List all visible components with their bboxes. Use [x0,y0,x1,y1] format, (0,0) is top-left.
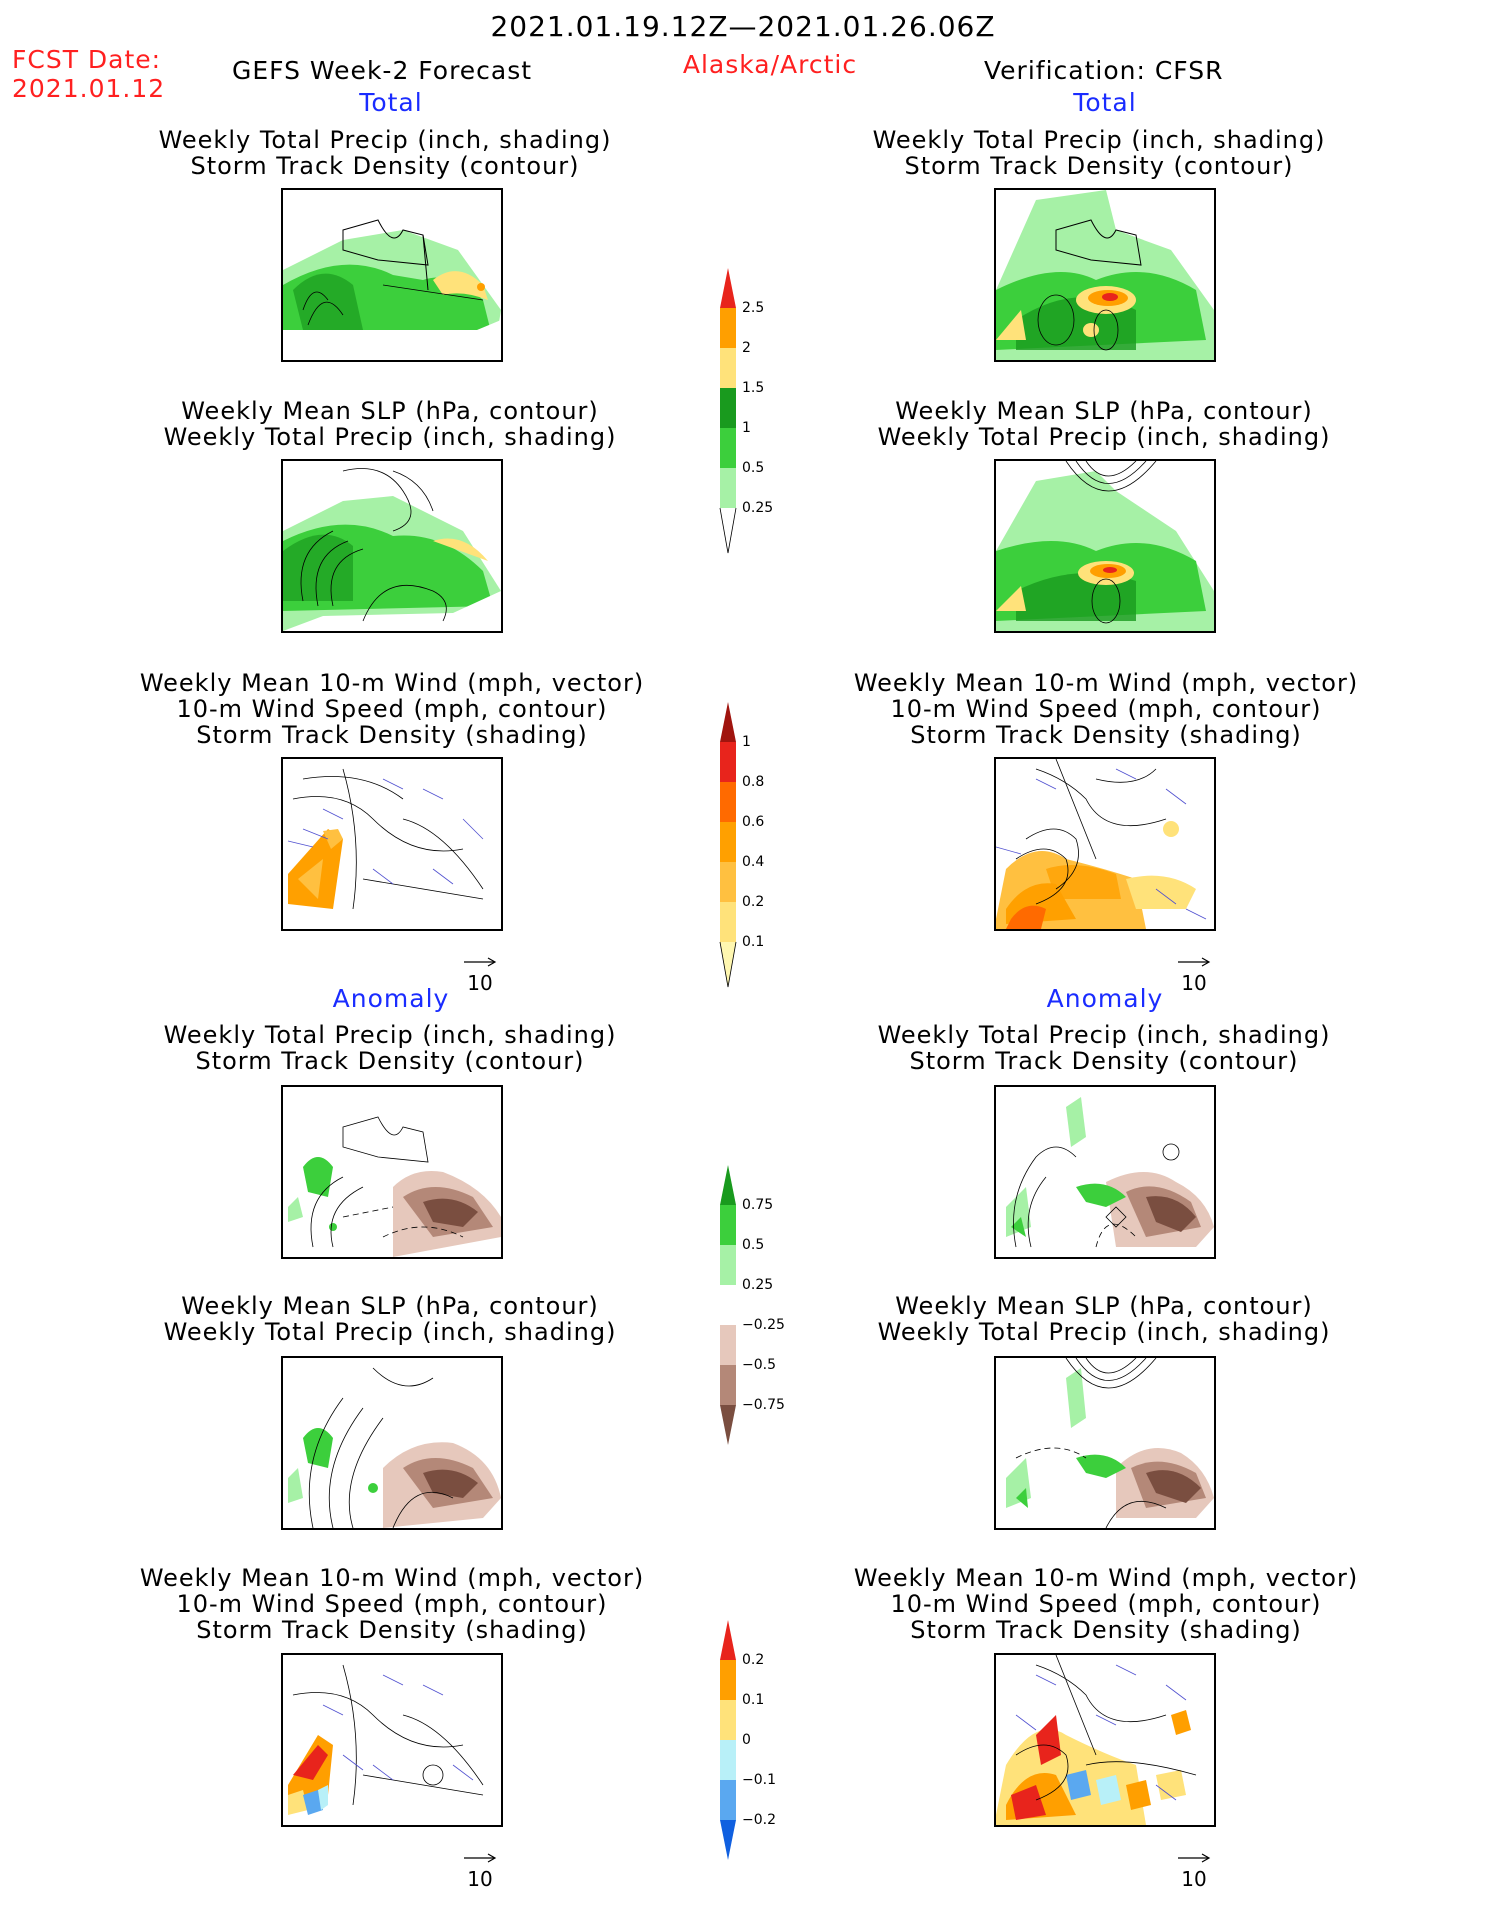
colorbar-label: 1 [742,734,751,750]
period-title: 2021.01.19.12Z—2021.01.26.06Z [490,10,996,43]
anomaly-label-left: Anomaly [332,984,450,1013]
left-product-title: GEFS Week-2 Forecast [232,56,533,85]
colorbar-label: 0.8 [742,774,765,790]
map-total-wind-verification [994,757,1216,931]
colorbar-anom-precip-swatches [720,1165,736,1445]
colorbar-label: −0.25 [742,1317,785,1333]
map-anom-precip-verification [994,1085,1216,1259]
vector-scale-label: 10 [467,971,493,995]
map-anom-precip-forecast [281,1085,503,1259]
colorbar-total-precip: 2.5 2 1.5 1 0.5 0.25 [718,268,778,558]
total-label-left: Total [359,88,423,117]
colorbar-total-precip-swatches [719,268,737,554]
title-total-wind-right: Weekly Mean 10-m Wind (mph, vector) 10-m … [853,669,1359,749]
map-anom-wind-verification [994,1653,1216,1827]
title-anom-slp-left: Weekly Mean SLP (hPa, contour) Weekly Tot… [163,1292,617,1346]
colorbar-label: −0.75 [742,1397,785,1413]
vector-scale-total-right: 10 [1176,952,1212,995]
vector-scale-label: 10 [1181,1867,1207,1891]
title-anom-slp-right: Weekly Mean SLP (hPa, contour) Weekly Tot… [877,1292,1331,1346]
title-total-precip-left: Weekly Total Precip (inch, shading) Storm… [158,126,612,180]
map-anom-wind-forecast [281,1653,503,1827]
title-anom-precip-left: Weekly Total Precip (inch, shading) Storm… [163,1021,617,1075]
colorbar-label: 0 [742,1732,751,1748]
colorbar-anom-track-swatches [720,1620,736,1860]
vector-scale-label: 10 [1181,971,1207,995]
title-total-slp-left: Weekly Mean SLP (hPa, contour) Weekly Tot… [163,397,617,451]
colorbar-label: 0.1 [742,1692,765,1708]
vector-scale-anom-left: 10 [462,1848,498,1891]
map-total-wind-forecast [281,757,503,931]
colorbar-label: 1 [742,420,751,436]
colorbar-label: 0.2 [742,894,765,910]
colorbar-total-track: 1 0.8 0.6 0.4 0.2 0.1 [718,702,778,992]
vector-scale-total-left: 10 [462,952,498,995]
vector-scale-label: 10 [467,1867,493,1891]
map-total-precip-verification [994,188,1216,362]
colorbar-label: −0.5 [742,1357,776,1373]
colorbar-label: 1.5 [742,380,765,396]
colorbar-label: 0.2 [742,1652,765,1668]
vector-scale-anom-right: 10 [1176,1848,1212,1891]
colorbar-label: 0.1 [742,934,765,950]
title-anom-wind-left: Weekly Mean 10-m Wind (mph, vector) 10-m … [139,1564,645,1644]
fcst-date-label: FCST Date: [12,45,162,74]
colorbar-label: 0.6 [742,814,765,830]
colorbar-label: 0.4 [742,854,765,870]
colorbar-label: 0.75 [742,1197,774,1213]
total-label-right: Total [1073,88,1137,117]
region-title: Alaska/Arctic [682,50,858,79]
colorbar-anom-precip: 0.75 0.5 0.25 −0.25 −0.5 −0.75 [718,1165,785,1455]
title-total-wind-left: Weekly Mean 10-m Wind (mph, vector) 10-m … [139,669,645,749]
map-anom-slp-verification [994,1356,1216,1530]
map-total-precip-forecast [281,188,503,362]
title-total-precip-right: Weekly Total Precip (inch, shading) Storm… [872,126,1326,180]
title-anom-wind-right: Weekly Mean 10-m Wind (mph, vector) 10-m … [853,1564,1359,1644]
map-total-slp-forecast [281,459,503,633]
right-product-title: Verification: CFSR [984,56,1224,85]
fcst-date-value: 2021.01.12 [12,74,166,103]
colorbar-label: −0.1 [742,1772,776,1788]
colorbar-label: 2 [742,340,751,356]
anomaly-label-right: Anomaly [1046,984,1164,1013]
colorbar-label: 0.5 [742,1237,765,1253]
colorbar-label: 0.25 [742,1277,774,1293]
colorbar-anom-track: 0.2 0.1 0 −0.1 −0.2 [718,1620,778,1870]
colorbar-label: 2.5 [742,300,765,316]
colorbar-label: 0.25 [742,500,774,516]
colorbar-label: 0.5 [742,460,765,476]
colorbar-total-track-swatches [719,702,737,988]
colorbar-label: −0.2 [742,1812,776,1828]
map-total-slp-verification [994,459,1216,633]
title-anom-precip-right: Weekly Total Precip (inch, shading) Storm… [877,1021,1331,1075]
map-anom-slp-forecast [281,1356,503,1530]
title-total-slp-right: Weekly Mean SLP (hPa, contour) Weekly Tot… [877,397,1331,451]
